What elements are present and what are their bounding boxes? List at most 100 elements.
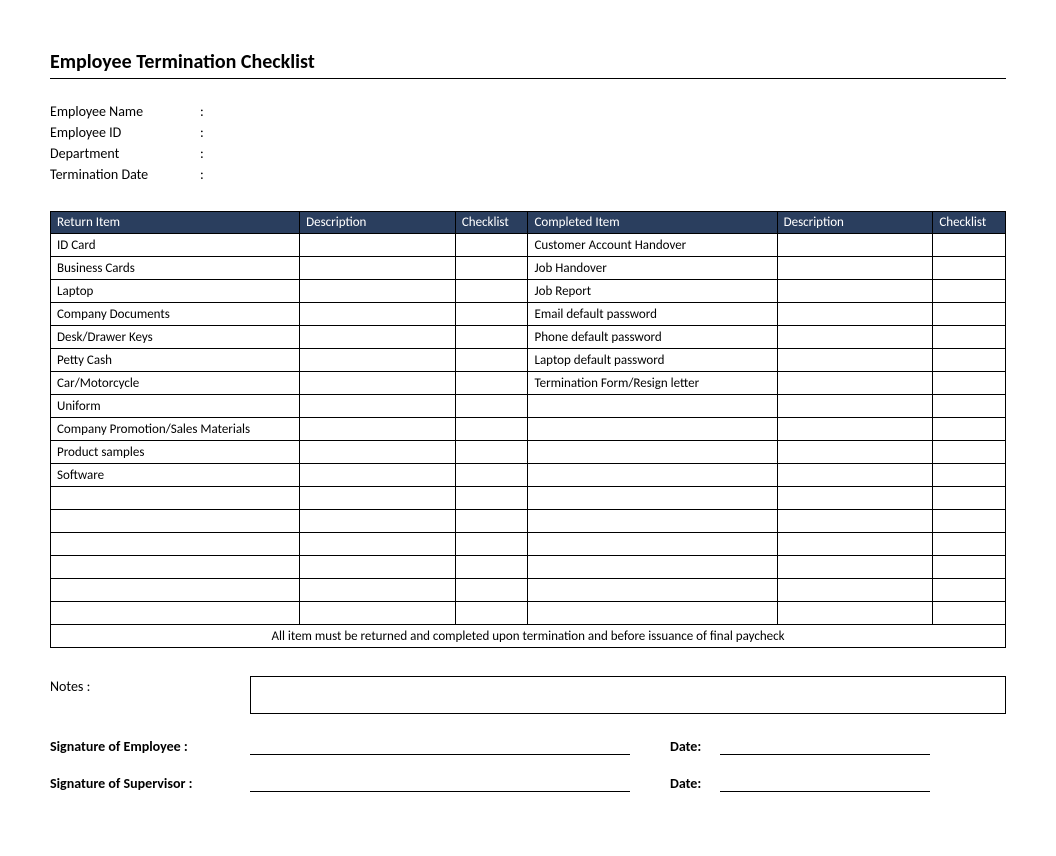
cell-checklist-2[interactable] [933, 418, 1006, 441]
cell-description-1[interactable] [300, 303, 456, 326]
cell-return-item[interactable]: Product samples [51, 441, 300, 464]
cell-completed-item[interactable] [528, 556, 777, 579]
cell-description-1[interactable] [300, 602, 456, 625]
cell-return-item[interactable] [51, 487, 300, 510]
cell-description-1[interactable] [300, 418, 456, 441]
cell-return-item[interactable]: Software [51, 464, 300, 487]
cell-checklist-1[interactable] [455, 303, 528, 326]
cell-return-item[interactable] [51, 579, 300, 602]
cell-completed-item[interactable]: Job Handover [528, 257, 777, 280]
cell-description-2[interactable] [777, 349, 933, 372]
cell-checklist-2[interactable] [933, 280, 1006, 303]
cell-description-1[interactable] [300, 533, 456, 556]
cell-completed-item[interactable] [528, 602, 777, 625]
cell-checklist-2[interactable] [933, 234, 1006, 257]
cell-return-item[interactable]: Laptop [51, 280, 300, 303]
cell-completed-item[interactable] [528, 441, 777, 464]
cell-checklist-1[interactable] [455, 234, 528, 257]
cell-description-2[interactable] [777, 602, 933, 625]
cell-return-item[interactable]: Uniform [51, 395, 300, 418]
cell-checklist-1[interactable] [455, 326, 528, 349]
cell-checklist-2[interactable] [933, 441, 1006, 464]
cell-description-2[interactable] [777, 487, 933, 510]
cell-description-1[interactable] [300, 579, 456, 602]
cell-description-2[interactable] [777, 234, 933, 257]
cell-checklist-2[interactable] [933, 395, 1006, 418]
cell-checklist-2[interactable] [933, 372, 1006, 395]
cell-description-1[interactable] [300, 280, 456, 303]
cell-completed-item[interactable] [528, 579, 777, 602]
cell-completed-item[interactable] [528, 464, 777, 487]
cell-checklist-1[interactable] [455, 464, 528, 487]
cell-checklist-2[interactable] [933, 487, 1006, 510]
cell-description-1[interactable] [300, 464, 456, 487]
cell-checklist-2[interactable] [933, 257, 1006, 280]
cell-checklist-2[interactable] [933, 602, 1006, 625]
cell-checklist-1[interactable] [455, 257, 528, 280]
cell-completed-item[interactable] [528, 533, 777, 556]
cell-completed-item[interactable]: Customer Account Handover [528, 234, 777, 257]
cell-completed-item[interactable]: Laptop default password [528, 349, 777, 372]
date-employee-line[interactable] [720, 732, 930, 755]
cell-description-1[interactable] [300, 510, 456, 533]
cell-checklist-1[interactable] [455, 372, 528, 395]
cell-checklist-2[interactable] [933, 349, 1006, 372]
cell-description-1[interactable] [300, 441, 456, 464]
cell-checklist-1[interactable] [455, 533, 528, 556]
cell-checklist-1[interactable] [455, 556, 528, 579]
cell-checklist-1[interactable] [455, 349, 528, 372]
cell-completed-item[interactable]: Phone default password [528, 326, 777, 349]
cell-checklist-2[interactable] [933, 326, 1006, 349]
cell-completed-item[interactable] [528, 395, 777, 418]
cell-completed-item[interactable]: Email default password [528, 303, 777, 326]
cell-description-1[interactable] [300, 257, 456, 280]
cell-checklist-2[interactable] [933, 533, 1006, 556]
cell-return-item[interactable]: Desk/Drawer Keys [51, 326, 300, 349]
cell-description-2[interactable] [777, 257, 933, 280]
cell-return-item[interactable]: Company Promotion/Sales Materials [51, 418, 300, 441]
cell-description-1[interactable] [300, 234, 456, 257]
cell-description-2[interactable] [777, 326, 933, 349]
cell-return-item[interactable]: Car/Motorcycle [51, 372, 300, 395]
cell-completed-item[interactable] [528, 487, 777, 510]
cell-checklist-1[interactable] [455, 395, 528, 418]
cell-description-2[interactable] [777, 372, 933, 395]
cell-description-2[interactable] [777, 395, 933, 418]
cell-description-2[interactable] [777, 579, 933, 602]
cell-checklist-1[interactable] [455, 280, 528, 303]
cell-checklist-2[interactable] [933, 464, 1006, 487]
cell-completed-item[interactable]: Termination Form/Resign letter [528, 372, 777, 395]
cell-description-2[interactable] [777, 510, 933, 533]
cell-return-item[interactable] [51, 510, 300, 533]
cell-description-1[interactable] [300, 395, 456, 418]
date-supervisor-line[interactable] [720, 769, 930, 792]
cell-description-2[interactable] [777, 303, 933, 326]
cell-checklist-1[interactable] [455, 487, 528, 510]
cell-return-item[interactable] [51, 556, 300, 579]
cell-description-1[interactable] [300, 556, 456, 579]
cell-completed-item[interactable] [528, 510, 777, 533]
cell-checklist-1[interactable] [455, 441, 528, 464]
cell-checklist-2[interactable] [933, 556, 1006, 579]
cell-return-item[interactable] [51, 533, 300, 556]
cell-description-2[interactable] [777, 556, 933, 579]
cell-return-item[interactable]: Business Cards [51, 257, 300, 280]
cell-description-1[interactable] [300, 372, 456, 395]
cell-description-2[interactable] [777, 280, 933, 303]
cell-return-item[interactable] [51, 602, 300, 625]
cell-completed-item[interactable]: Job Report [528, 280, 777, 303]
sig-employee-line[interactable] [250, 732, 630, 755]
cell-description-2[interactable] [777, 441, 933, 464]
cell-return-item[interactable]: Petty Cash [51, 349, 300, 372]
cell-description-2[interactable] [777, 464, 933, 487]
sig-supervisor-line[interactable] [250, 769, 630, 792]
cell-return-item[interactable]: ID Card [51, 234, 300, 257]
cell-checklist-2[interactable] [933, 579, 1006, 602]
cell-description-2[interactable] [777, 418, 933, 441]
cell-description-1[interactable] [300, 349, 456, 372]
cell-checklist-1[interactable] [455, 510, 528, 533]
cell-checklist-2[interactable] [933, 303, 1006, 326]
cell-completed-item[interactable] [528, 418, 777, 441]
notes-box[interactable] [250, 676, 1006, 714]
cell-checklist-1[interactable] [455, 418, 528, 441]
